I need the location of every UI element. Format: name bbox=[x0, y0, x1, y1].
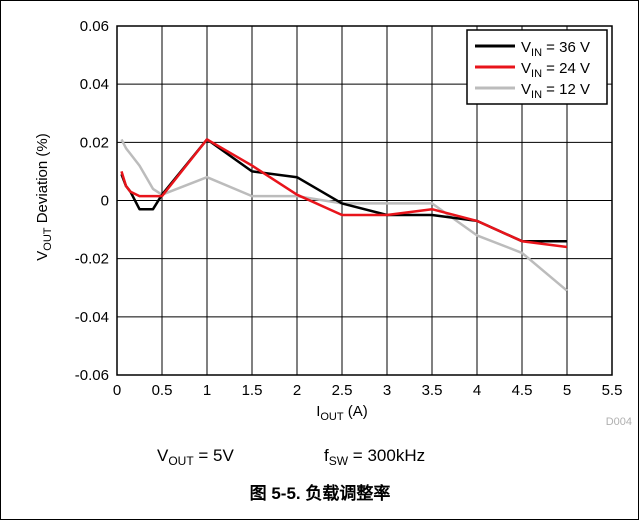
figure-caption: 图 5-5. 负载调整率 bbox=[250, 483, 391, 503]
series-line-12v bbox=[120, 138, 568, 292]
series-lines bbox=[120, 138, 568, 292]
x-axis-label: IOUT (A) bbox=[316, 403, 368, 423]
vout-condition: VOUT = 5V bbox=[157, 446, 235, 468]
x-tick-label: 0 bbox=[113, 382, 121, 399]
legend-label-12v: VIN = 12 V bbox=[521, 81, 590, 101]
x-axis-ticks: 0 0.5 1 1.5 2 2.5 3 3.5 4 4.5 5 5.5 bbox=[113, 382, 623, 399]
x-tick-label: 3 bbox=[383, 382, 391, 399]
series-line-36v bbox=[120, 138, 567, 243]
y-tick-label: 0 bbox=[101, 193, 109, 210]
y-tick-label: -0.04 bbox=[75, 309, 109, 326]
x-tick-label: 0.5 bbox=[152, 382, 173, 399]
plot-area bbox=[116, 25, 613, 376]
x-tick-label: 2 bbox=[293, 382, 301, 399]
y-tick-label: 0.04 bbox=[80, 76, 109, 93]
legend: VIN = 36 V VIN = 24 V VIN = 12 V bbox=[466, 29, 608, 105]
y-tick-label: 0.02 bbox=[80, 134, 109, 151]
legend-label-36v: VIN = 36 V bbox=[521, 39, 590, 59]
y-tick-label: -0.06 bbox=[75, 367, 109, 384]
y-axis-ticks: 0.06 0.04 0.02 0 -0.02 -0.04 -0.06 bbox=[75, 18, 109, 384]
figure-id: D004 bbox=[606, 416, 632, 428]
x-tick-label: 5.5 bbox=[602, 382, 623, 399]
x-tick-label: 5 bbox=[563, 382, 571, 399]
x-tick-label: 4 bbox=[473, 382, 481, 399]
x-tick-label: 2.5 bbox=[332, 382, 353, 399]
x-tick-label: 1 bbox=[203, 382, 211, 399]
x-tick-label: 3.5 bbox=[422, 382, 443, 399]
series-line-24v bbox=[120, 138, 568, 249]
legend-label-24v: VIN = 24 V bbox=[521, 60, 590, 80]
x-tick-label: 4.5 bbox=[512, 382, 533, 399]
y-tick-label: -0.02 bbox=[75, 251, 109, 268]
y-tick-label: 0.06 bbox=[80, 18, 109, 35]
x-tick-label: 1.5 bbox=[242, 382, 263, 399]
y-axis-label: VOUT Deviation (%) bbox=[34, 133, 54, 260]
fsw-condition: fSW = 300kHz bbox=[324, 446, 425, 468]
